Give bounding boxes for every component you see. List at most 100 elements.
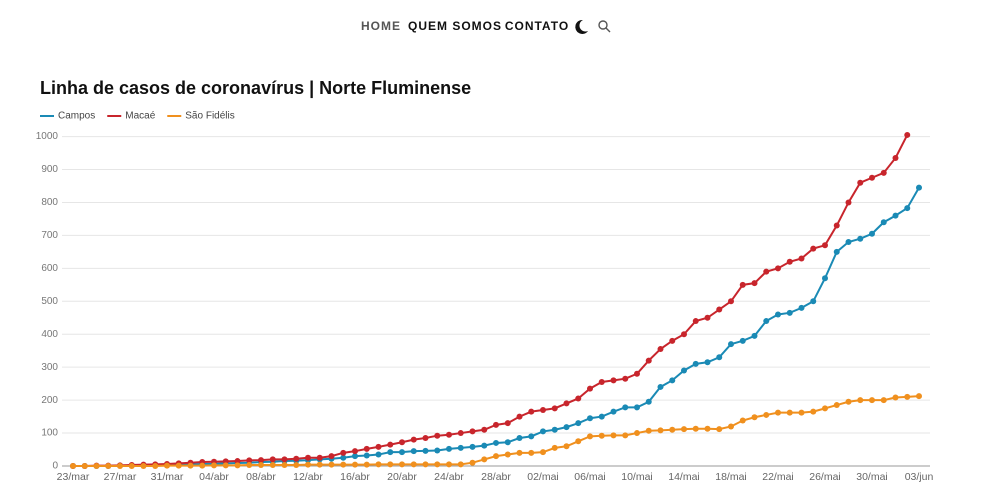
data-point bbox=[716, 306, 723, 313]
data-point bbox=[622, 375, 629, 382]
data-point bbox=[305, 454, 311, 461]
data-point bbox=[798, 409, 805, 416]
data-point bbox=[234, 462, 241, 469]
chart-title: Linha de casos de coronavírus | Norte Fl… bbox=[40, 78, 471, 98]
data-point bbox=[681, 331, 687, 338]
data-point bbox=[246, 457, 253, 464]
data-point bbox=[563, 424, 570, 431]
nav-link[interactable]: QUEM SOMOS bbox=[408, 19, 502, 33]
y-tick-label: 600 bbox=[41, 263, 58, 274]
data-point bbox=[340, 461, 347, 468]
data-point bbox=[281, 462, 288, 469]
data-point bbox=[422, 447, 429, 454]
data-point bbox=[305, 461, 311, 468]
data-point bbox=[352, 461, 358, 468]
x-tick-label: 08/abr bbox=[246, 471, 276, 483]
data-point bbox=[822, 405, 828, 412]
data-point bbox=[775, 311, 781, 318]
data-point bbox=[399, 449, 405, 456]
data-point bbox=[481, 426, 488, 433]
data-point bbox=[728, 341, 734, 348]
dark-mode-icon[interactable] bbox=[575, 19, 588, 34]
data-point bbox=[775, 265, 781, 272]
data-point bbox=[704, 359, 711, 366]
x-tick-label: 06/mai bbox=[574, 471, 606, 483]
data-point bbox=[916, 184, 922, 191]
data-point bbox=[728, 423, 734, 430]
data-point bbox=[692, 318, 699, 325]
data-point bbox=[399, 461, 405, 468]
y-tick-label: 400 bbox=[41, 329, 58, 340]
data-point bbox=[551, 426, 558, 433]
data-point bbox=[293, 455, 300, 462]
data-point bbox=[869, 174, 875, 181]
x-tick-label: 14/mai bbox=[668, 471, 700, 483]
nav-link[interactable]: CONTATO bbox=[505, 19, 569, 33]
legend-label: Macaé bbox=[125, 111, 155, 122]
data-point bbox=[845, 199, 852, 206]
x-tick-label: 03/jun bbox=[905, 471, 934, 483]
data-point bbox=[528, 408, 535, 415]
data-point bbox=[493, 421, 499, 428]
x-tick-label: 24/abr bbox=[434, 471, 464, 483]
series-line bbox=[73, 134, 909, 467]
data-point bbox=[528, 449, 535, 456]
data-point bbox=[504, 451, 511, 458]
data-point bbox=[916, 393, 922, 400]
legend-label: Campos bbox=[58, 111, 95, 122]
data-point bbox=[869, 230, 875, 237]
data-point bbox=[751, 332, 758, 339]
data-point bbox=[833, 222, 840, 229]
data-point bbox=[775, 409, 781, 416]
y-tick-label: 300 bbox=[41, 362, 58, 373]
x-tick-label: 04/abr bbox=[199, 471, 229, 483]
data-point bbox=[504, 439, 511, 446]
x-tick-label: 12/abr bbox=[293, 471, 323, 483]
data-point bbox=[892, 212, 899, 219]
data-point bbox=[457, 444, 464, 451]
data-point bbox=[845, 398, 852, 405]
data-point bbox=[269, 456, 276, 463]
data-point bbox=[387, 461, 394, 468]
data-point bbox=[316, 461, 323, 468]
data-point bbox=[258, 462, 264, 469]
data-point bbox=[857, 397, 864, 404]
data-point bbox=[352, 448, 358, 455]
search-icon[interactable] bbox=[598, 20, 611, 33]
data-point bbox=[363, 445, 370, 452]
data-point bbox=[81, 463, 88, 469]
y-tick-label: 100 bbox=[41, 428, 58, 439]
y-tick-label: 1000 bbox=[36, 131, 59, 142]
data-point bbox=[504, 420, 511, 427]
data-point bbox=[880, 219, 887, 226]
nav-link[interactable]: HOME bbox=[361, 19, 401, 33]
x-tick-label: 30/mai bbox=[856, 471, 888, 483]
data-point bbox=[352, 453, 358, 460]
data-point bbox=[340, 454, 347, 461]
data-point bbox=[892, 155, 899, 161]
data-point bbox=[822, 275, 828, 282]
data-point bbox=[375, 461, 382, 468]
data-point bbox=[610, 432, 617, 439]
data-point bbox=[434, 461, 441, 468]
data-point bbox=[516, 435, 523, 441]
data-point bbox=[904, 393, 911, 400]
data-point bbox=[328, 461, 335, 468]
x-tick-label: 18/mai bbox=[715, 471, 747, 483]
data-point bbox=[681, 367, 687, 374]
data-point bbox=[528, 433, 535, 440]
x-tick-label: 02/mai bbox=[527, 471, 559, 483]
x-tick-label: 31/mar bbox=[151, 471, 184, 483]
data-point bbox=[152, 463, 159, 469]
data-point bbox=[563, 443, 570, 450]
data-point bbox=[340, 449, 347, 456]
data-point bbox=[822, 242, 828, 249]
data-point bbox=[363, 461, 370, 468]
data-point bbox=[481, 442, 488, 449]
data-point bbox=[516, 449, 523, 456]
data-point bbox=[410, 436, 417, 443]
data-point bbox=[669, 377, 676, 384]
data-point bbox=[422, 435, 429, 441]
x-tick-label: 10/mai bbox=[621, 471, 653, 483]
